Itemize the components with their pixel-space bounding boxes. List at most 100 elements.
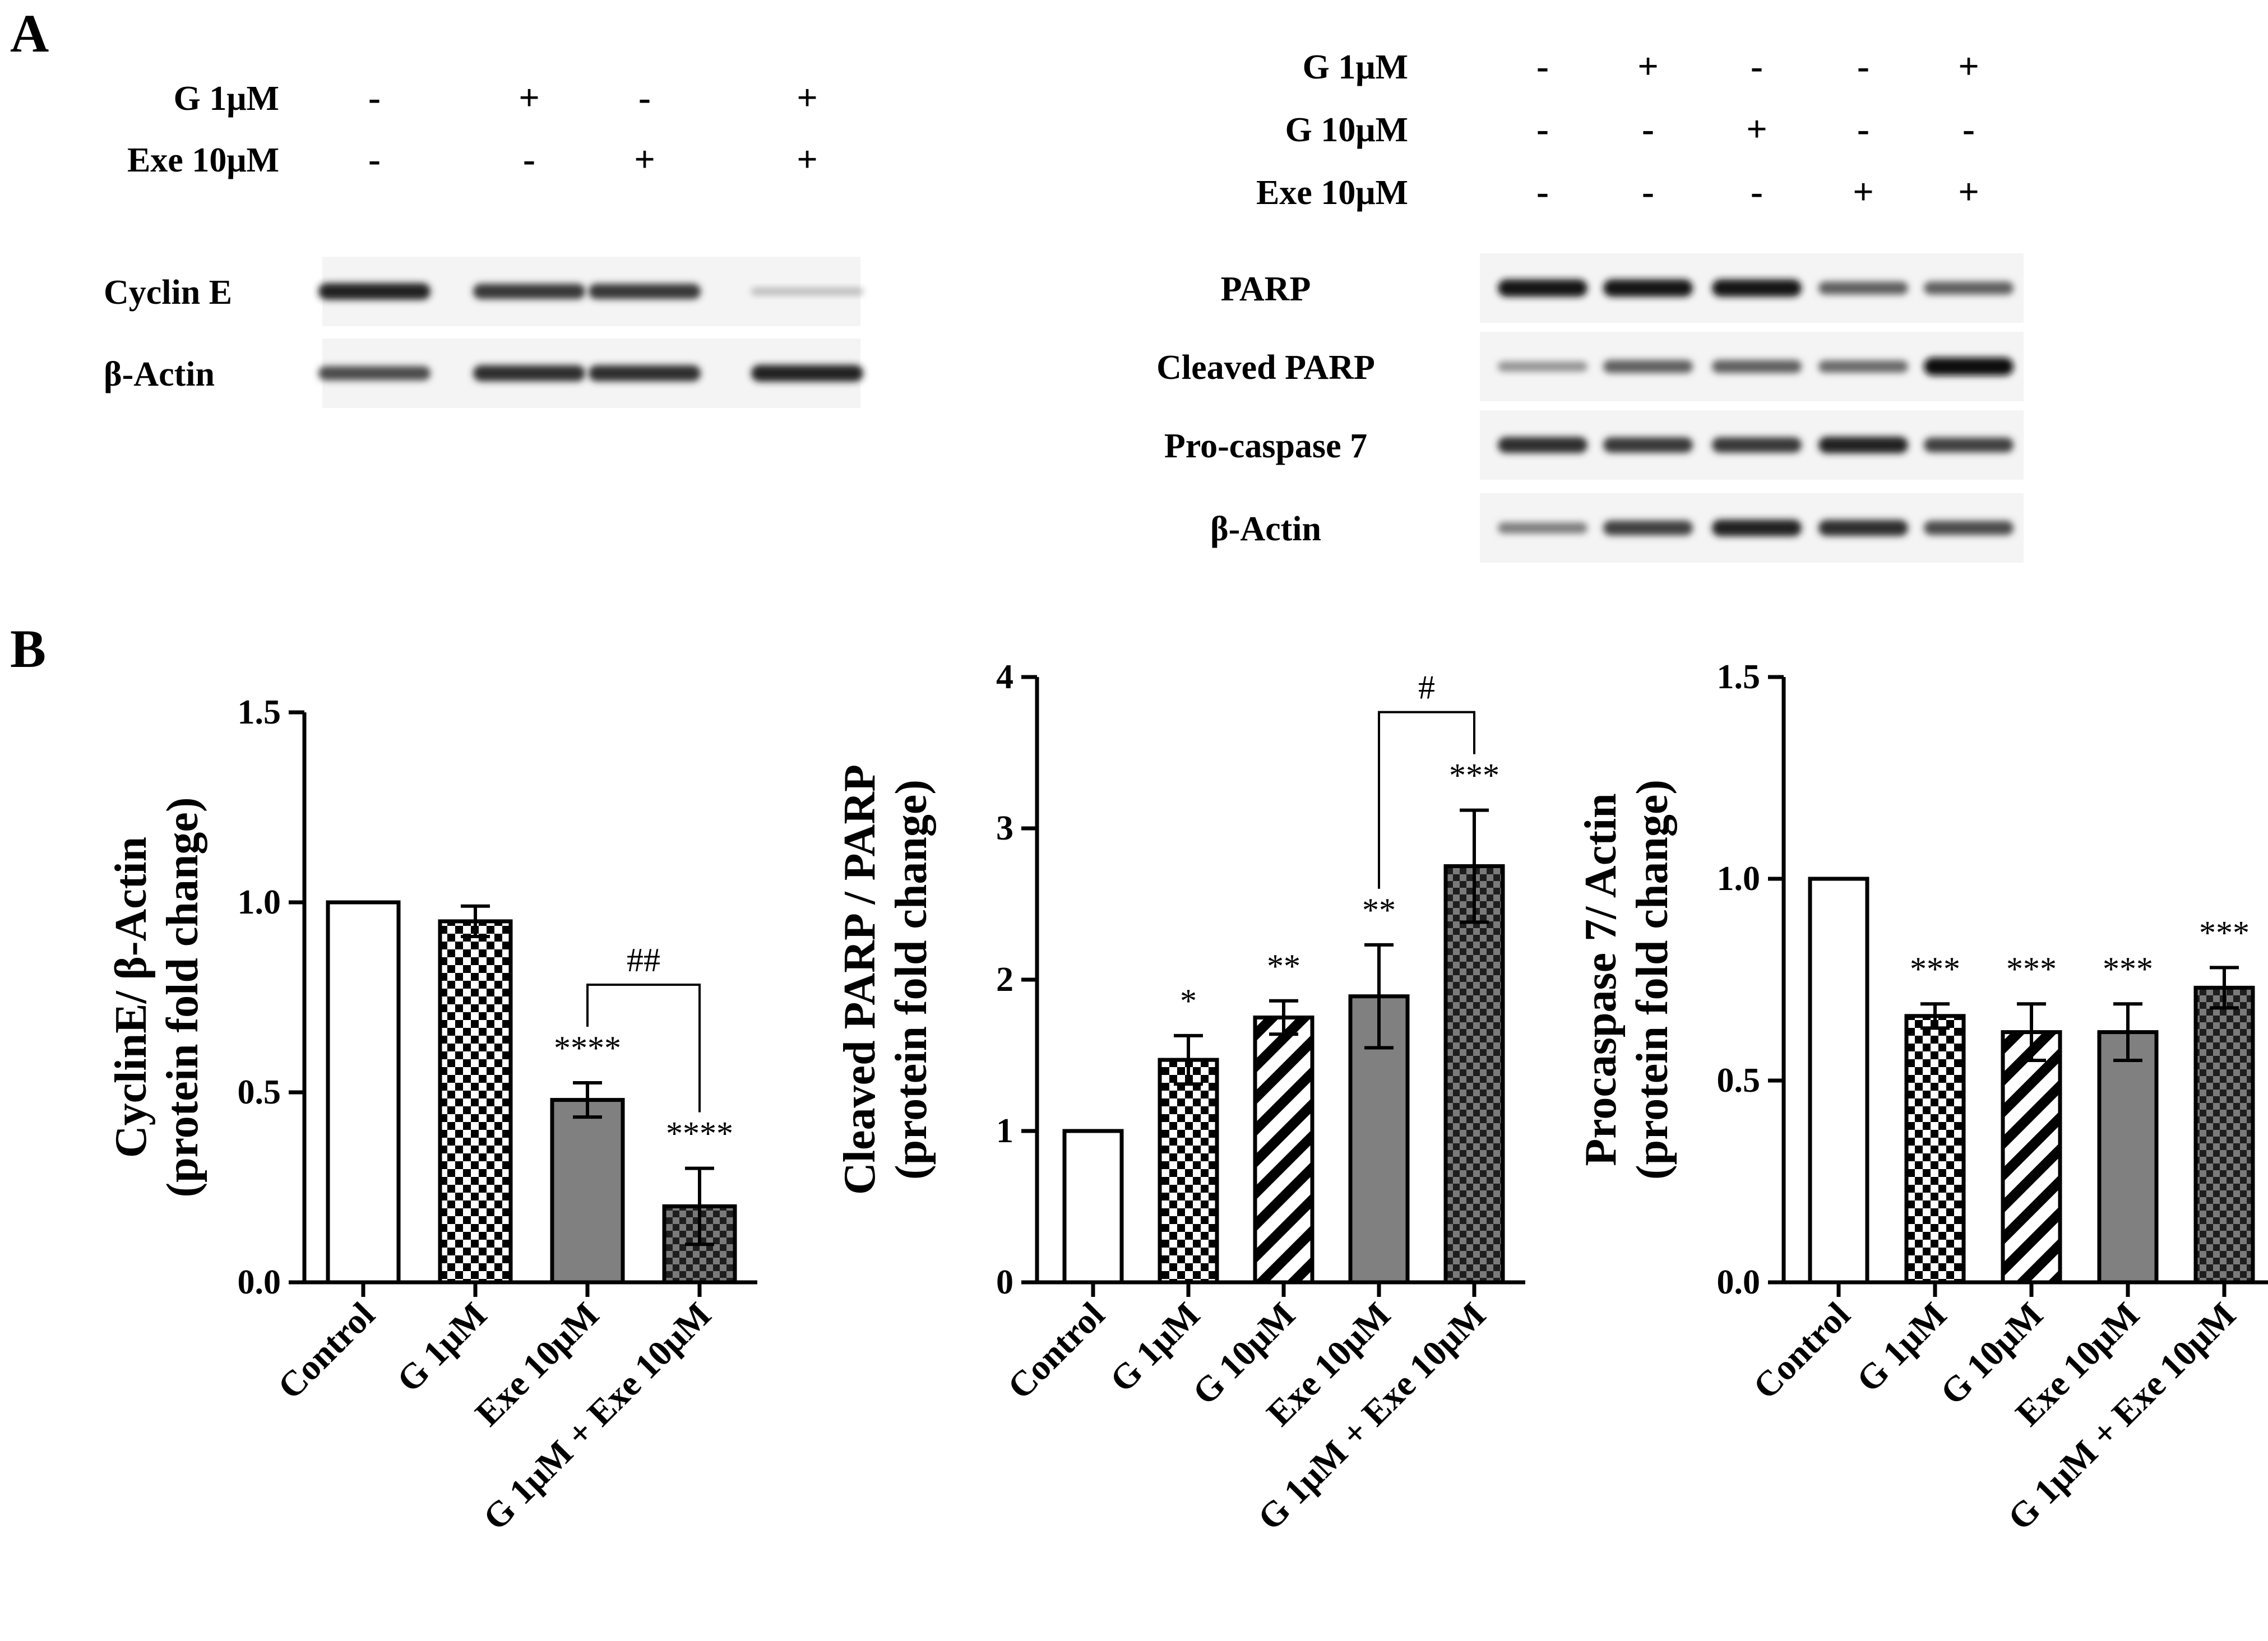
blot-label: Cyclin E: [104, 274, 232, 312]
blot-band: [589, 284, 701, 299]
condition-label: G 10μM: [1285, 111, 1408, 149]
y-tick-label: 2: [996, 961, 1013, 999]
treatment-sign: +: [1746, 109, 1767, 150]
blot-band: [1924, 437, 2014, 453]
y-axis-label: Cleaved PARP / PARP: [835, 764, 885, 1195]
treatment-sign: +: [634, 139, 655, 180]
treatment-sign: +: [1637, 46, 1659, 87]
blot-band: [473, 284, 585, 299]
bar: [1904, 1014, 1966, 1285]
bar: [438, 919, 513, 1285]
blot-label: Cleaved PARP: [1156, 349, 1375, 387]
treatment-sign: -: [368, 77, 381, 118]
treatment-sign: +: [1958, 46, 1979, 87]
treatment-sign: -: [1642, 109, 1654, 150]
y-axis-label: CyclinE/ β-Actin: [107, 837, 156, 1158]
blot-band: [1498, 361, 1587, 372]
y-axis-label: (protein fold change): [158, 797, 207, 1197]
category-label: G 1μM: [389, 1295, 494, 1400]
treatment-sign: -: [523, 139, 535, 180]
significance-mark: ****: [554, 1030, 621, 1067]
significance-mark: ****: [666, 1115, 733, 1152]
blot-band: [1712, 437, 1802, 453]
western-blot-left: G 1μM - + - + Exe 10μM - - + + Cyclin E β-Actin: [104, 77, 863, 408]
treatment-sign: -: [1642, 171, 1654, 212]
bar: [550, 1098, 625, 1285]
condition-label: Exe 10μM: [1256, 174, 1408, 212]
panel-b-letter: B: [10, 619, 46, 679]
treatment-sign: -: [368, 139, 381, 180]
blot-label: β-Actin: [104, 355, 215, 393]
significance-mark: ***: [1910, 951, 1960, 988]
bracket-label: #: [1418, 669, 1435, 706]
condition-label: Exe 10μM: [127, 141, 279, 179]
blot-band: [318, 366, 431, 381]
condition-label: G 1μM: [174, 80, 279, 118]
blot-label: Pro-caspase 7: [1164, 427, 1367, 465]
y-axis-label: Procaspase 7/ Actin: [1576, 793, 1626, 1166]
blot-band: [1712, 360, 1802, 373]
significance-mark: ***: [2103, 951, 2153, 988]
bar: [1443, 864, 1505, 1285]
treatment-sign: -: [1751, 46, 1763, 87]
bar: [2097, 1030, 2159, 1285]
significance-mark: **: [1362, 892, 1396, 929]
significance-mark: ***: [1449, 757, 1499, 794]
treatment-sign: -: [638, 77, 651, 118]
y-tick-label: 1.0: [1717, 860, 1761, 898]
y-tick-label: 0.0: [238, 1263, 281, 1301]
chart-cleaved-parp: 0 1 2 3 4 Cleaved PARP / PARP (protein fold ch…: [835, 658, 1525, 1538]
bar: [1253, 1016, 1314, 1285]
blot-band: [1603, 360, 1693, 373]
chart-procaspase-7: 0.0 0.5 1.0 1.5 Procaspase 7/ Actin (protein …: [1576, 658, 2268, 1538]
comparison-bracket: [1378, 711, 1475, 889]
significance-mark: *: [1180, 982, 1197, 1019]
blot-label: PARP: [1221, 270, 1311, 308]
y-tick-label: 1: [996, 1112, 1013, 1150]
y-tick-label: 1.5: [1717, 658, 1761, 696]
treatment-sign: +: [1958, 171, 1979, 212]
bar: [1158, 1058, 1219, 1285]
bar: [1808, 877, 1869, 1285]
blot-band: [751, 365, 863, 382]
y-tick-label: 1.5: [238, 693, 281, 731]
blot-band: [1924, 358, 2014, 376]
blot-band: [1603, 279, 1693, 297]
treatment-sign: -: [1857, 109, 1869, 150]
significance-mark: ***: [2006, 951, 2057, 988]
y-tick-label: 0: [996, 1263, 1013, 1301]
blot-band: [1712, 279, 1802, 297]
category-label: Control: [270, 1295, 382, 1407]
treatment-sign: +: [519, 77, 540, 118]
blot-band: [1603, 437, 1693, 453]
bar: [326, 900, 401, 1285]
blot-band: [1818, 281, 1908, 295]
condition-label: G 1μM: [1303, 48, 1408, 86]
blot-band: [1924, 521, 2014, 535]
blot-band: [1818, 520, 1908, 536]
y-tick-label: 0.5: [1717, 1061, 1761, 1100]
y-tick-label: 4: [996, 658, 1013, 696]
blot-band: [1712, 520, 1802, 536]
significance-mark: ***: [2199, 914, 2250, 951]
category-label: Control: [1000, 1295, 1112, 1407]
blot-band: [1818, 360, 1908, 373]
treatment-sign: -: [1536, 46, 1549, 87]
bar: [2193, 985, 2255, 1285]
blot-band: [751, 288, 863, 295]
bar: [2001, 1030, 2062, 1285]
y-axis-label: (protein fold change): [1628, 780, 1677, 1180]
blot-band: [1603, 520, 1693, 536]
treatment-sign: +: [797, 77, 818, 118]
y-tick-label: 0.5: [238, 1073, 281, 1111]
category-label: Control: [1746, 1295, 1858, 1407]
blot-band: [1498, 522, 1587, 534]
blot-label: β-Actin: [1210, 510, 1321, 548]
y-tick-label: 3: [996, 809, 1013, 847]
blot-band: [318, 283, 431, 300]
treatment-sign: -: [1857, 46, 1869, 87]
western-blot-right: G 1μM - + - - + G 10μM - - + - - Exe 10μM - - - + + PARP Cl…: [1156, 46, 2024, 563]
bracket-label: ##: [627, 942, 660, 979]
comparison-bracket: [586, 984, 701, 1112]
